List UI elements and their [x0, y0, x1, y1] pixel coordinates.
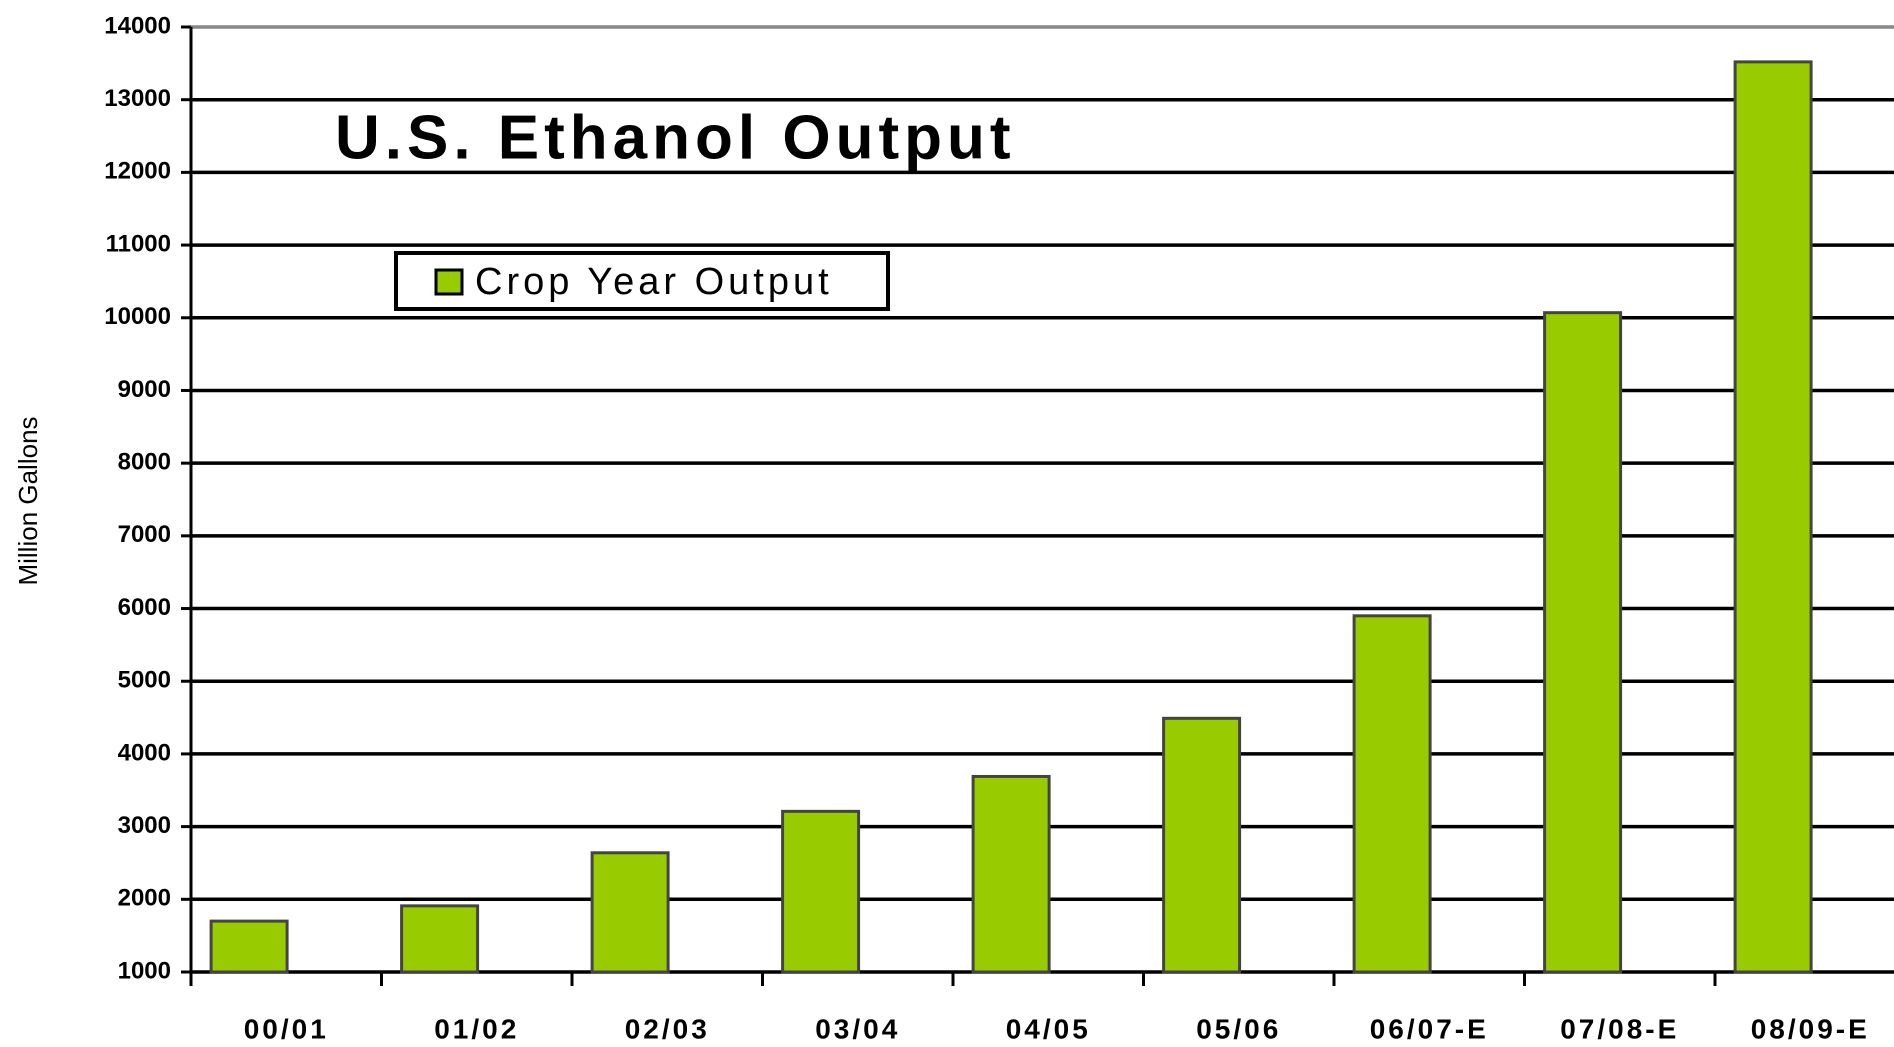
y-tick-label: 3000 — [118, 812, 171, 839]
y-tick-label: 2000 — [118, 885, 171, 912]
y-tick-label: 11000 — [106, 230, 171, 257]
x-tick-label: 06/07-E — [1370, 1013, 1489, 1044]
x-tick-label: 02/03 — [625, 1013, 710, 1044]
y-tick-label: 10000 — [104, 303, 171, 330]
y-axis-label: Million Gallons — [13, 416, 43, 585]
y-tick-label: 6000 — [118, 594, 171, 621]
x-tick-label: 08/09-E — [1751, 1013, 1870, 1044]
bar — [1543, 311, 1623, 974]
bar — [400, 904, 480, 974]
x-tick-label: 05/06 — [1196, 1013, 1281, 1044]
y-tick-label: 9000 — [118, 376, 171, 403]
bar — [781, 809, 861, 974]
y-tick-label: 8000 — [118, 448, 171, 475]
y-tick-label: 7000 — [118, 521, 171, 548]
y-tick-label: 1000 — [118, 957, 171, 984]
bar — [1733, 60, 1813, 974]
legend-label: Crop Year Output — [475, 261, 833, 303]
bar — [1162, 716, 1242, 974]
bar — [971, 774, 1051, 974]
y-tick-label: 5000 — [118, 667, 171, 694]
y-tick-label: 13000 — [104, 85, 171, 112]
x-tick-label: 01/02 — [434, 1013, 519, 1044]
x-tick-label: 04/05 — [1006, 1013, 1091, 1044]
bar — [1352, 614, 1432, 974]
x-tick-label: 07/08-E — [1560, 1013, 1679, 1044]
chart-title: U.S. Ethanol Output — [335, 103, 1016, 172]
x-tick-label: 00/01 — [244, 1013, 329, 1044]
bar — [209, 919, 289, 974]
legend-box — [394, 251, 890, 311]
x-tick-label: 03/04 — [815, 1013, 900, 1044]
bar — [590, 851, 670, 974]
legend-swatch — [434, 268, 464, 296]
y-tick-label: 12000 — [104, 158, 171, 185]
y-tick-label: 4000 — [118, 739, 171, 766]
y-tick-label: 14000 — [104, 12, 171, 39]
